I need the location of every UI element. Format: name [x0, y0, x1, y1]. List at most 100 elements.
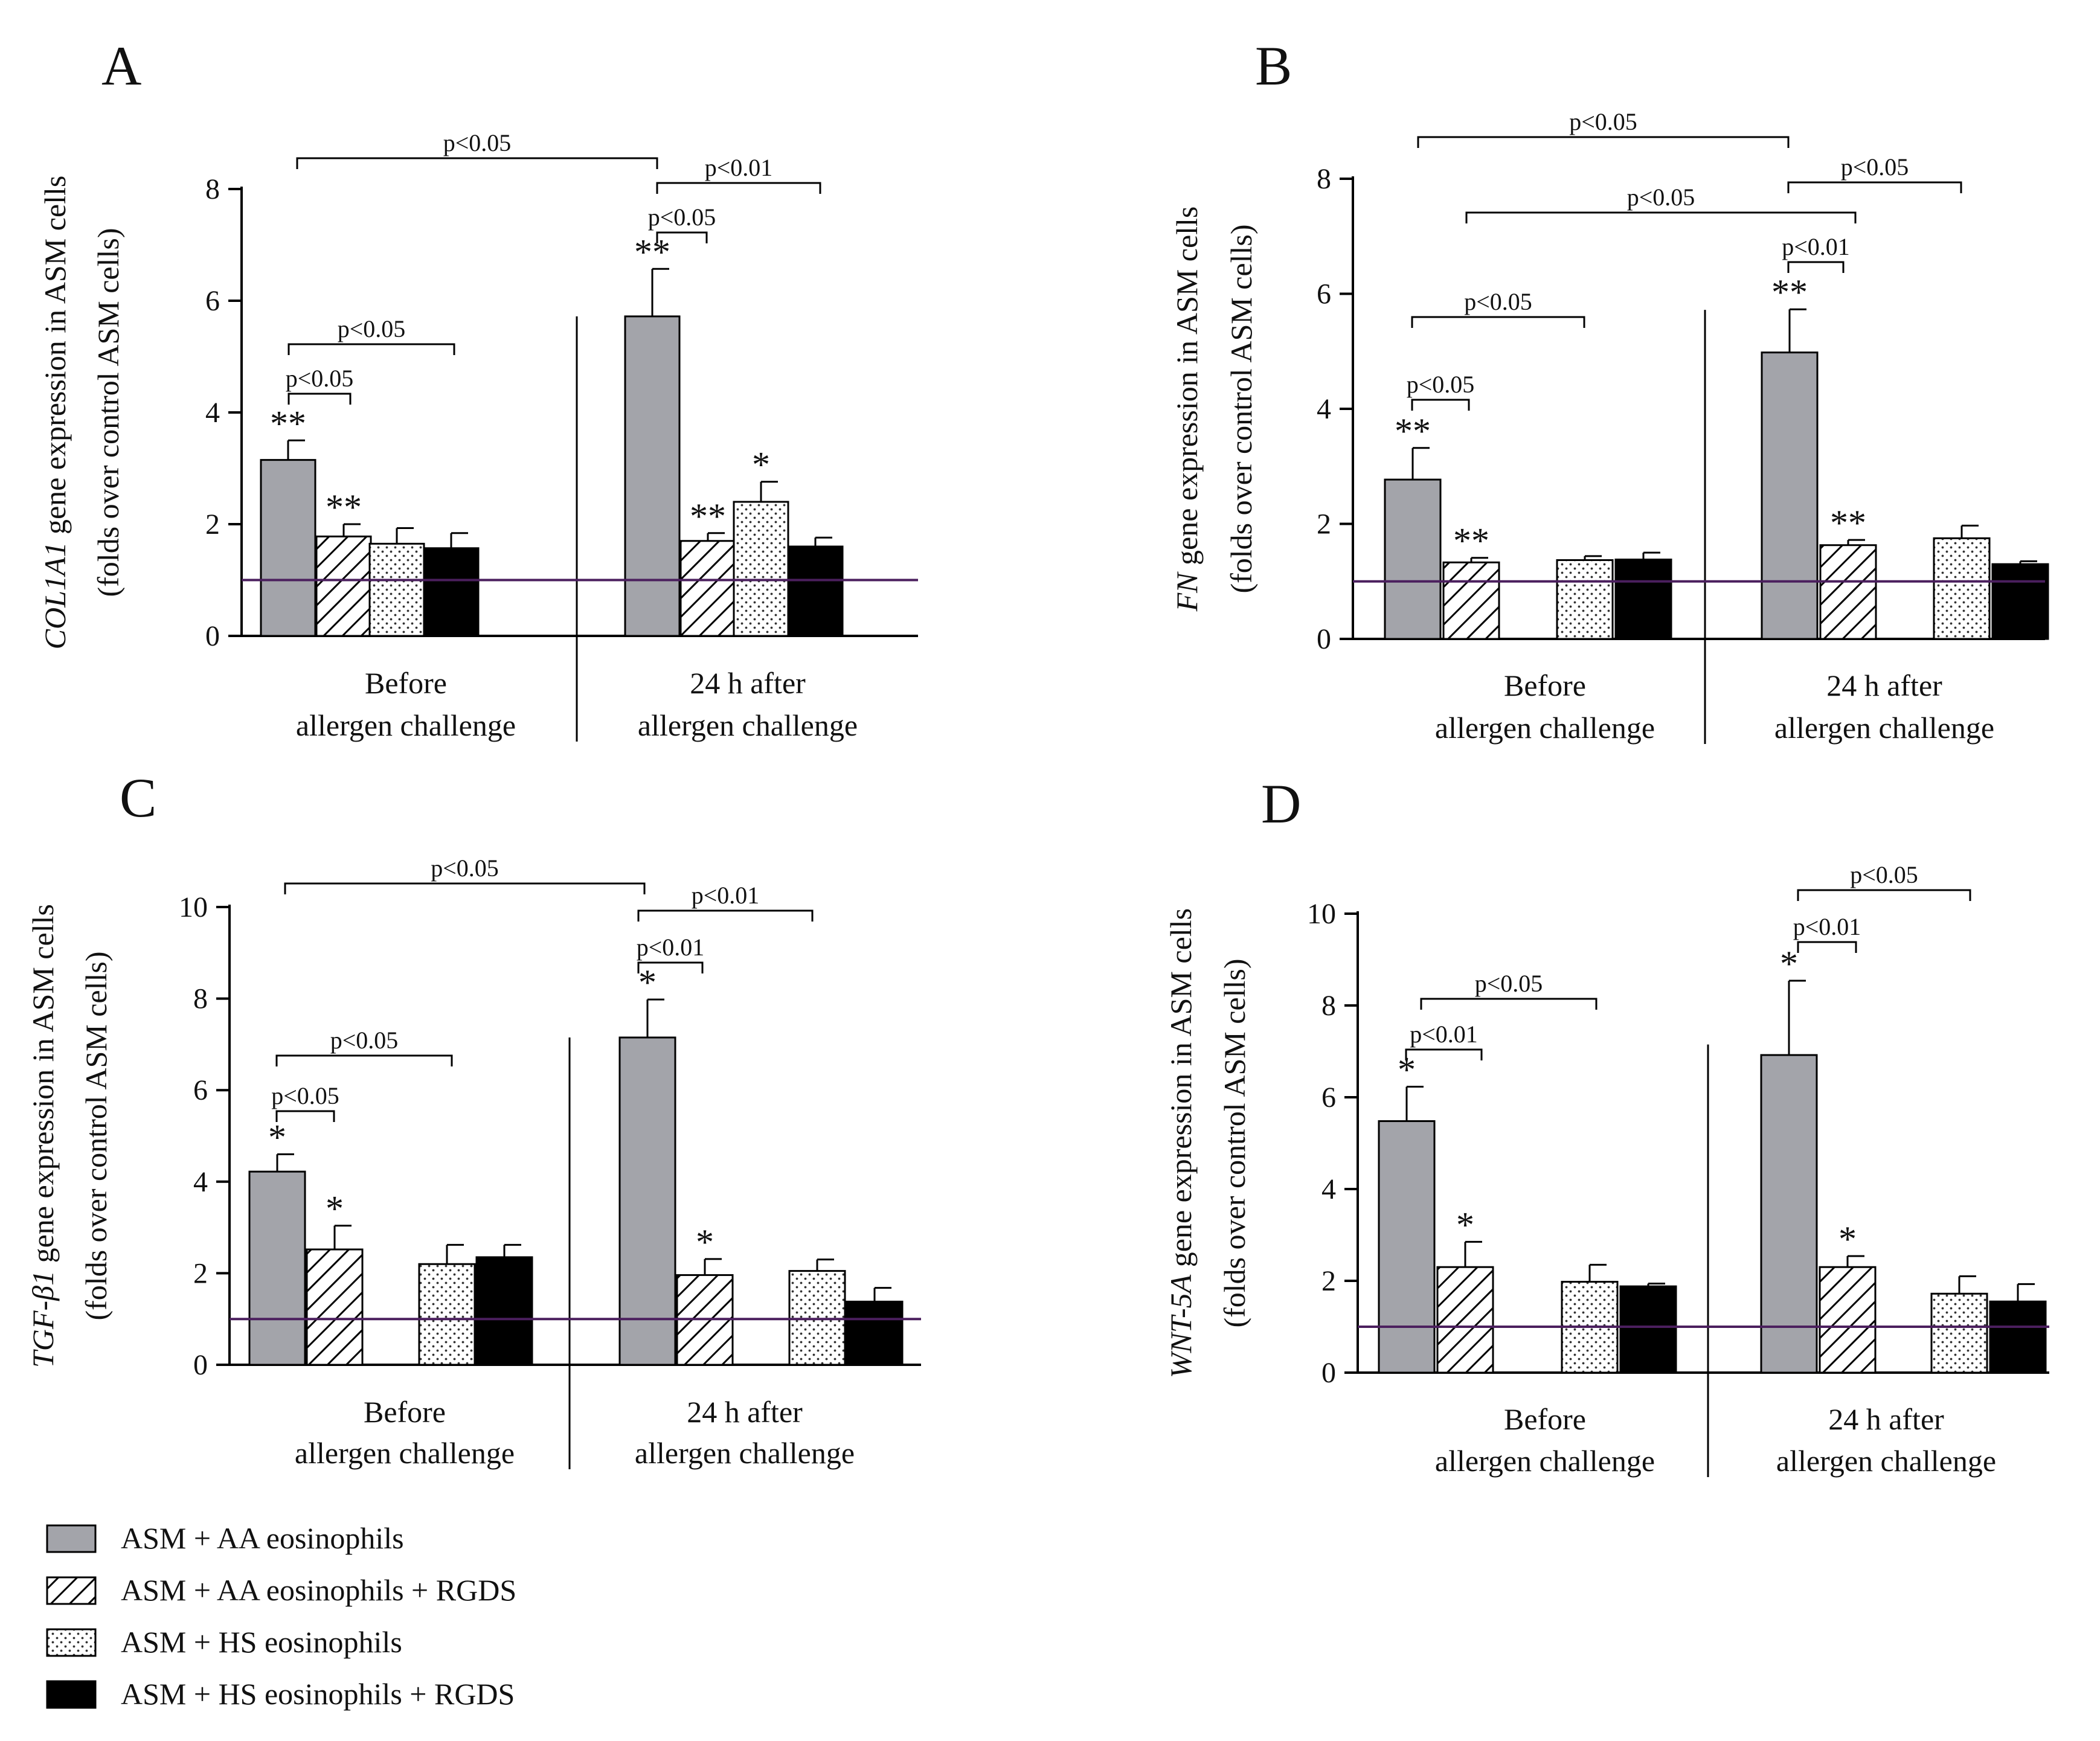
panel-b-y-axis-gene: FN [1170, 571, 1204, 612]
panel-b-bracket-label-6: p<0.05 [1407, 371, 1475, 398]
panel-d-group-label-line1: Before [1504, 1402, 1586, 1436]
panel-d-bracket-3 [1797, 889, 1971, 901]
panel-label-a: A [101, 35, 141, 97]
panel-b-y-axis-label: FN gene expression in ASM cells [1170, 207, 1204, 612]
panel-a-bar-s1-g1 [260, 459, 316, 637]
panel-a-chart: 0 2 4 6 8 COL1A1 gene expression in ASM cells… [38, 129, 918, 742]
panel-c-bracket-1 [284, 882, 646, 894]
panel-c-bracket-3 [275, 1110, 335, 1122]
panel-a-bar-s2-g1 [315, 535, 372, 637]
panel-c-y-tick-label: 6 [193, 1074, 208, 1106]
panel-c-significance-s2-g1: * [326, 1189, 344, 1229]
panel-b-group-label-line2: allergen challenge [1774, 711, 1994, 745]
panel-b-bar-s4-g1 [1614, 559, 1672, 640]
panel-a-y-tick-label: 8 [205, 173, 220, 205]
panel-a-bar-s3-g1 [368, 542, 425, 637]
panel-c-significance-s2-g2: * [696, 1222, 714, 1262]
panel-d-bracket-1 [1420, 998, 1597, 1010]
panel-d-bracket-label-3: p<0.05 [1850, 861, 1918, 888]
panel-a-bracket-5 [656, 231, 708, 243]
panel-a-bracket-4 [656, 182, 821, 194]
panel-c-bar-s1-g1 [248, 1170, 306, 1366]
panel-d-bracket-label-1: p<0.05 [1475, 970, 1543, 997]
panel-c-bracket-label-5: p<0.01 [637, 934, 705, 961]
panel-b-bracket-label-4: p<0.05 [1464, 288, 1532, 315]
panel-a-bar-s2-g2 [679, 540, 736, 637]
panel-b-bar-s4-g2 [1991, 563, 2049, 640]
panel-c-y-axis-gene: TGF-β1 [26, 1271, 60, 1368]
panel-a-y-axis-label-rest: gene expression in ASM cells [38, 176, 72, 542]
panel-a-group-label-line2: allergen challenge [296, 708, 516, 742]
panel-b-group-label-line1: 24 h after [1826, 669, 1942, 702]
panel-c-bracket-4 [637, 909, 814, 922]
panel-b-bracket-3 [1787, 181, 1962, 193]
panel-d-bar-s1-g2 [1760, 1054, 1818, 1374]
panel-d-significance-s1-g2: * [1780, 944, 1798, 984]
panel-d-bar-s4-g2 [1989, 1300, 2047, 1374]
panel-b-group-label-line1: Before [1504, 669, 1586, 702]
panel-c-bracket-2 [275, 1054, 453, 1066]
panel-a-significance-s1-g1: ** [270, 403, 306, 443]
panel-d-group-label-line1: 24 h after [1828, 1402, 1944, 1436]
panel-a-bracket-label-3: p<0.05 [286, 365, 354, 392]
panel-b-bracket-4 [1411, 316, 1585, 328]
panel-d-significance-s2-g2: * [1838, 1219, 1857, 1259]
panel-c-bracket-label-3: p<0.05 [271, 1082, 339, 1109]
panel-b-bar-s2-g2 [1819, 544, 1877, 640]
panel-a-y-tick-label: 4 [205, 397, 220, 429]
panel-b-bracket-2 [1465, 211, 1857, 223]
panel-b-y-axis-label-rest: gene expression in ASM cells [1170, 207, 1204, 573]
panel-c-group-label-line2: allergen challenge [635, 1436, 855, 1470]
legend-swatch-aa-rgds [46, 1576, 97, 1605]
panel-b-significance-s2-g1: ** [1453, 521, 1489, 561]
panel-c-bracket-5 [637, 961, 704, 973]
panel-d-bar-s2-g1 [1436, 1266, 1494, 1374]
panel-c-group-label-line1: 24 h after [687, 1395, 803, 1429]
panel-a-bar-s4-g2 [787, 545, 844, 637]
panel-d-bracket-label-4: p<0.01 [1793, 913, 1861, 940]
panel-b-bracket-label-2: p<0.05 [1627, 184, 1695, 211]
panel-d-bracket-4 [1797, 941, 1857, 953]
panel-a-y-tick-label: 2 [205, 508, 220, 540]
panel-d-y-axis-label: WNT-5A gene expression in ASM cells [1164, 908, 1198, 1378]
panel-a-bracket-3 [287, 393, 352, 405]
panel-c-group-label-line1: Before [364, 1395, 446, 1429]
panel-d-group-label-line2: allergen challenge [1435, 1444, 1655, 1478]
panel-c-bracket-label-4: p<0.01 [692, 882, 760, 909]
panel-label-d: D [1261, 773, 1301, 835]
panel-a-bracket-label-4: p<0.01 [705, 154, 773, 181]
panel-d-bracket-2 [1405, 1048, 1483, 1060]
panel-b-bar-s1-g1 [1384, 478, 1442, 640]
legend-label-aa: ASM + AA eosinophils [121, 1521, 404, 1555]
panel-b-y-tick-label: 6 [1317, 278, 1331, 310]
legend-label-hs-rgds: ASM + HS eosinophils + RGDS [121, 1677, 515, 1711]
panel-a-group-label-line1: Before [365, 666, 447, 700]
panel-c-chart: 0 2 4 6 8 10 TGF-β1 gene expression in ASM cel… [26, 854, 921, 1470]
panel-b-bar-s3-g2 [1933, 537, 1991, 640]
panel-a-significance-s1-g2: ** [634, 232, 670, 272]
panel-b-y-tick-label: 8 [1317, 163, 1331, 195]
panel-a-group-label-line1: 24 h after [690, 666, 806, 700]
panel-b-bracket-label-1: p<0.05 [1569, 108, 1637, 135]
panel-b-bar-s3-g1 [1556, 559, 1614, 640]
panel-b-group-label-line2: allergen challenge [1435, 711, 1655, 745]
panel-d-chart: 0 2 4 6 8 10 WNT-5A gene expression in ASM cel… [1164, 861, 2049, 1478]
panel-c-bar-s4-g2 [846, 1300, 904, 1366]
panel-d-y-tick-label: 8 [1321, 990, 1336, 1022]
panel-a-y-tick-label: 0 [205, 620, 220, 652]
legend: ASM + AA eosinophils ASM + AA eosinophil… [46, 1521, 516, 1711]
panel-b-y-tick-label: 0 [1317, 623, 1331, 655]
legend-label-aa-rgds: ASM + AA eosinophils + RGDS [121, 1573, 516, 1607]
panel-a-bar-s1-g2 [624, 315, 681, 637]
panel-a-bracket-label-1: p<0.05 [443, 129, 512, 156]
panel-b-significance-s2-g2: ** [1830, 503, 1866, 543]
panel-c-y-tick-label: 0 [193, 1349, 208, 1381]
panel-a-bracket-label-2: p<0.05 [338, 315, 406, 342]
legend-swatch-hs [46, 1628, 97, 1657]
panel-d-y-tick-label: 6 [1321, 1082, 1336, 1114]
panel-c-y-tick-label: 10 [179, 891, 208, 923]
panel-b-y-axis-label-line2: (folds over control ASM cells) [1224, 224, 1258, 593]
panel-d-bar-s3-g2 [1930, 1292, 1988, 1374]
panel-d-group-label-line2: allergen challenge [1776, 1444, 1996, 1478]
panel-c-bar-s1-g2 [618, 1036, 676, 1366]
